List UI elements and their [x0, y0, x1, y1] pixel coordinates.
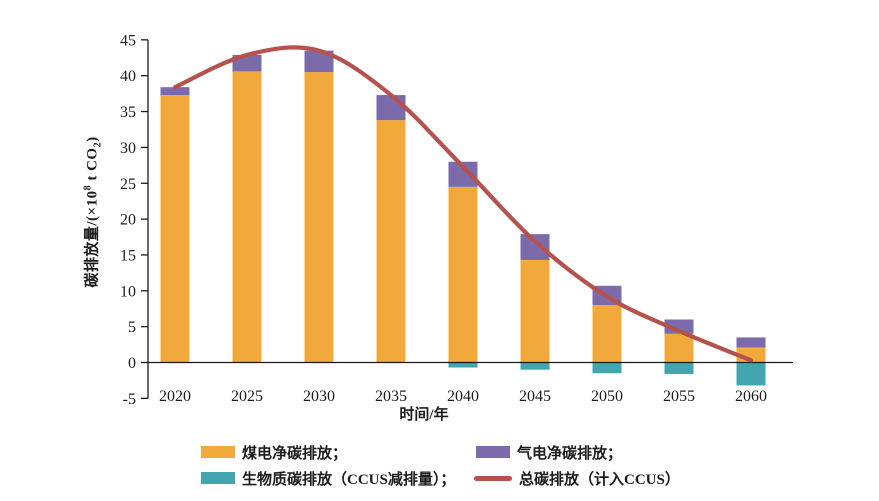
legend-item-coal: 煤电净碳排放； — [201, 441, 347, 463]
biomass-swatch-icon — [201, 472, 235, 484]
bar-gas-2055 — [664, 319, 694, 334]
y-tick-label: 25 — [120, 176, 136, 193]
x-tick-label: 2025 — [231, 388, 263, 405]
bar-coal-2045 — [520, 259, 550, 363]
y-tick-label: 15 — [120, 247, 136, 264]
x-tick-label: 2060 — [735, 388, 767, 405]
x-tick-label: 2050 — [591, 388, 623, 405]
total-line-swatch-icon — [474, 475, 512, 481]
y-axis-title-subscript: 2 — [92, 141, 104, 148]
y-axis-title: 碳排放量/(×108 t CO2) — [81, 136, 104, 287]
x-axis-title: 时间/年 — [399, 407, 449, 423]
total-emissions-line — [172, 45, 754, 363]
y-tick-label: 0 — [128, 355, 136, 372]
legend-item-biomass: 生物质碳排放（CCUS减排量）； — [201, 467, 455, 489]
x-tick-label: 2020 — [159, 388, 191, 405]
bar-coal-2025 — [232, 71, 262, 363]
bar-biomass-2050 — [592, 362, 622, 374]
y-axis-title-unit: t CO — [84, 147, 101, 185]
bar-biomass-2060 — [736, 362, 766, 386]
y-tick-label: 30 — [120, 140, 136, 157]
y-tick-label: 20 — [120, 212, 136, 229]
legend-label-gas: 气电净碳排放； — [517, 445, 623, 462]
y-tick-label: 45 — [120, 32, 136, 49]
legend-label-total: 总碳排放（计入CCUS） — [519, 471, 680, 488]
x-tick-label: 2035 — [375, 388, 407, 405]
coal-swatch-icon — [201, 446, 235, 458]
legend-label-biomass: 生物质碳排放（CCUS减排量）； — [242, 471, 456, 488]
y-tick-label: -5 — [123, 391, 136, 408]
bar-gas-2060 — [736, 337, 766, 348]
bar-coal-2035 — [376, 120, 406, 363]
bar-gas-2020 — [160, 87, 190, 96]
bar-gas-2030 — [304, 50, 334, 73]
bar-biomass-2045 — [520, 362, 550, 370]
x-tick-label: 2055 — [663, 388, 695, 405]
bar-gas-2035 — [376, 95, 406, 121]
bar-coal-2055 — [664, 333, 694, 363]
y-tick-label: 40 — [120, 68, 136, 85]
x-tick-label: 2040 — [447, 388, 479, 405]
y-axis-title-exponent: 8 — [82, 184, 94, 191]
bar-biomass-2055 — [664, 362, 694, 374]
y-tick-label: 10 — [120, 283, 136, 300]
y-tick-label: 35 — [120, 104, 136, 121]
x-tick-label: 2030 — [303, 388, 335, 405]
bar-biomass-2040 — [448, 362, 478, 368]
gas-swatch-icon — [476, 446, 510, 458]
bar-coal-2020 — [160, 95, 190, 363]
y-axis-title-text: 碳排放量/(×10 — [84, 190, 101, 288]
bar-gas-2045 — [520, 234, 550, 260]
bar-coal-2030 — [304, 72, 334, 363]
bar-coal-2050 — [592, 305, 622, 363]
legend-item-gas: 气电净碳排放； — [476, 441, 622, 463]
legend-item-total: 总碳排放（计入CCUS） — [474, 467, 680, 489]
y-tick-label: 5 — [128, 319, 136, 336]
legend-label-coal: 煤电净碳排放； — [242, 445, 348, 462]
bar-coal-2040 — [448, 186, 478, 363]
x-tick-label: 2045 — [519, 388, 551, 405]
y-axis-title-close: ) — [84, 136, 101, 142]
